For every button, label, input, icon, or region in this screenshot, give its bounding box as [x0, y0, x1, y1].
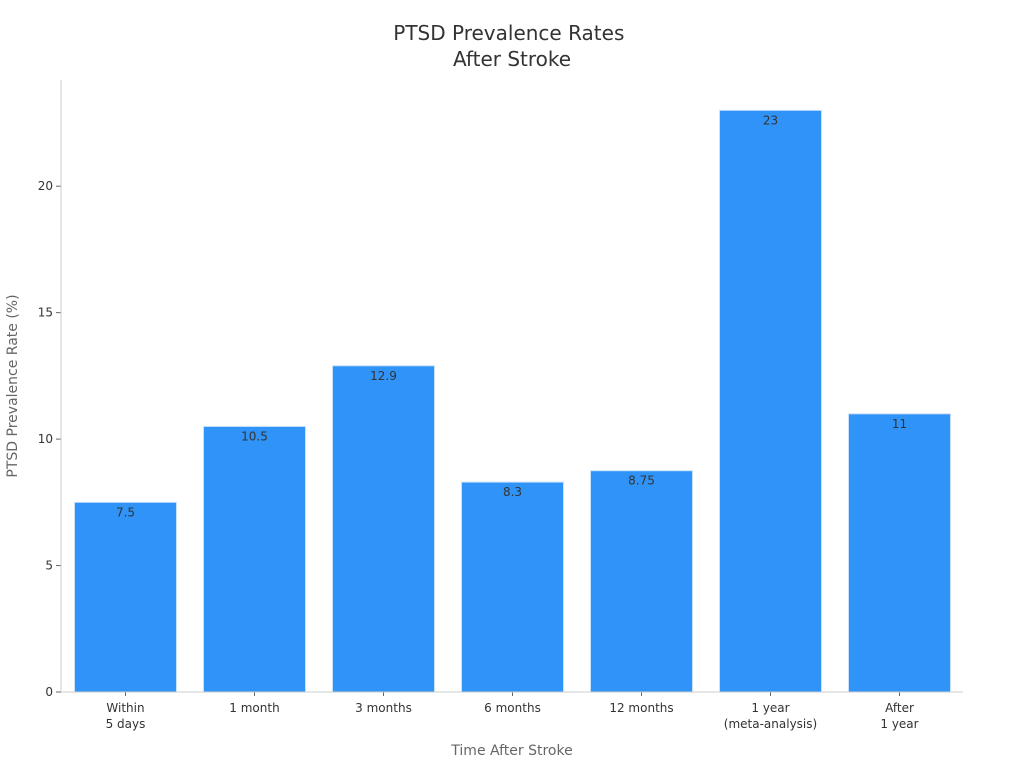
chart-title-line-1: PTSD Prevalence Rates	[393, 21, 624, 45]
bar	[74, 501, 177, 693]
x-tick-label: 3 months	[355, 701, 412, 715]
bar	[461, 481, 564, 693]
x-tick-label-line: 1 year	[751, 701, 789, 715]
bar	[332, 365, 435, 693]
x-tick-label: Within 5 days	[106, 701, 146, 731]
x-tick-label-line: After	[885, 701, 914, 715]
x-tick-label-line: (meta-analysis)	[724, 717, 817, 731]
y-tick-label: 15	[38, 306, 53, 320]
bar	[590, 470, 693, 693]
data-label: 11	[892, 417, 907, 431]
x-tick-label: 1 month	[229, 701, 279, 715]
x-axis-label: Time After Stroke	[450, 743, 572, 759]
data-label: 7.5	[116, 505, 135, 519]
data-label: 8.75	[628, 474, 655, 488]
x-tick-label: 1 year (meta-analysis)	[724, 701, 817, 731]
y-tick-label: 10	[38, 432, 53, 446]
x-tick-label-line: 6 months	[484, 701, 541, 715]
data-label: 23	[763, 113, 778, 127]
x-tick-label-line: 1 month	[229, 701, 279, 715]
data-label: 10.5	[241, 429, 268, 443]
data-label: 12.9	[370, 369, 397, 383]
x-tick-label: 6 months	[484, 701, 541, 715]
x-tick-label-line: 12 months	[609, 701, 673, 715]
y-axis-label: PTSD Prevalence Rate (%)	[5, 294, 21, 477]
plot-area: 0 5 10 15 20 7.5 Within 5 days 10.5 1 month 12.9 3 …	[38, 109, 951, 731]
bar	[848, 413, 951, 693]
x-tick-label-line: Within	[106, 701, 144, 715]
chart-title: PTSD Prevalence Rates After Stroke	[393, 21, 630, 71]
y-tick-label: 0	[45, 685, 53, 699]
y-tick-label: 20	[38, 179, 53, 193]
bar	[719, 109, 822, 693]
y-tick-label: 5	[45, 559, 53, 573]
x-tick-label-line: 3 months	[355, 701, 412, 715]
chart-title-line-2: After Stroke	[453, 47, 571, 71]
x-tick-label-line: 1 year	[880, 717, 918, 731]
x-tick-label-line: 5 days	[106, 717, 146, 731]
bar	[203, 425, 306, 693]
data-label: 8.3	[503, 485, 522, 499]
x-tick-label: After 1 year	[880, 701, 918, 731]
x-tick-label: 12 months	[609, 701, 673, 715]
